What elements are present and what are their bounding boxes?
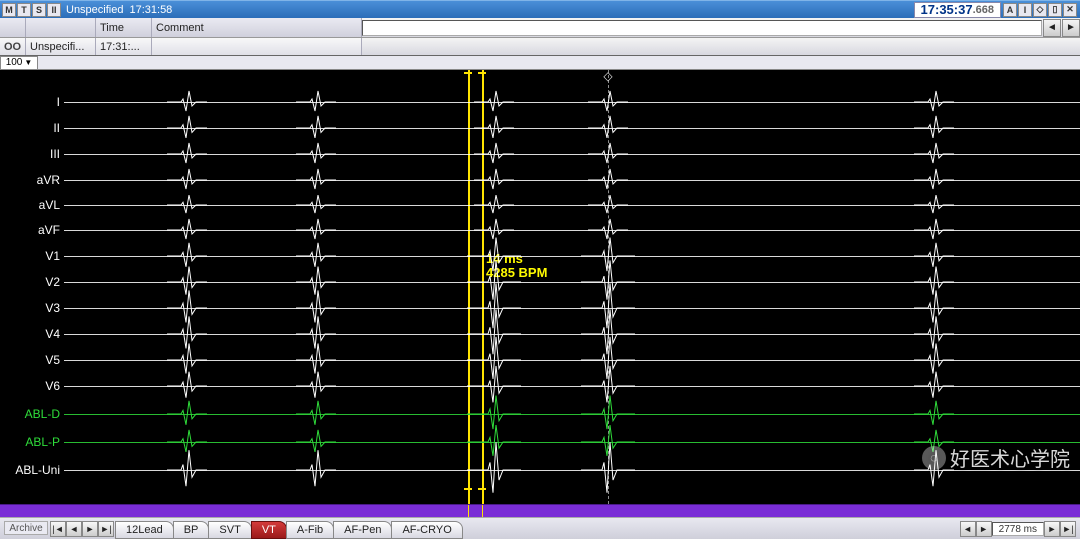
lead-label-V4[interactable]: V4 xyxy=(45,327,60,341)
lead-label-I[interactable]: I xyxy=(57,95,60,109)
sweep-next-button[interactable]: ► xyxy=(976,521,992,537)
baseline-V3 xyxy=(64,308,1080,309)
baseline-V4 xyxy=(64,334,1080,335)
timeline-scrollbar[interactable] xyxy=(0,504,1080,517)
tab-bar: Archive |◄ ◄ ► ►| 12LeadBPSVTVTA-FibAF-P… xyxy=(0,517,1080,539)
lead-label-V5[interactable]: V5 xyxy=(45,353,60,367)
grid-header: Time Comment ◄ ► xyxy=(0,18,1080,38)
tab-last-button[interactable]: ►| xyxy=(98,521,114,537)
tab-12lead[interactable]: 12Lead xyxy=(115,521,174,539)
chevron-down-icon: ▼ xyxy=(24,58,32,67)
sweep-value: 2778 ms xyxy=(992,522,1044,536)
lead-label-V2[interactable]: V2 xyxy=(45,275,60,289)
titlebar-control-button[interactable]: ◇ xyxy=(1033,3,1047,17)
time-marker-icon: ◇ xyxy=(603,69,612,83)
lead-label-V3[interactable]: V3 xyxy=(45,301,60,315)
lead-label-aVR[interactable]: aVR xyxy=(37,173,60,187)
caliper-line-2[interactable] xyxy=(482,70,484,504)
lead-label-III[interactable]: III xyxy=(50,147,60,161)
baseline-V5 xyxy=(64,360,1080,361)
lead-label-V1[interactable]: V1 xyxy=(45,249,60,263)
titlebar-button-t[interactable]: T xyxy=(17,3,31,17)
zoom-select[interactable]: 100▼ xyxy=(0,56,38,70)
measurement-rate: 4285 BPM xyxy=(486,266,547,280)
baseline-aVL xyxy=(64,205,1080,206)
baseline-III xyxy=(64,154,1080,155)
waveform-canvas[interactable]: ◇ 14 ms 4285 BPM xyxy=(64,70,1080,504)
record-icon[interactable]: OO xyxy=(0,38,26,55)
baseline-II xyxy=(64,128,1080,129)
lead-label-aVL[interactable]: aVL xyxy=(39,198,60,212)
baseline-aVF xyxy=(64,230,1080,231)
measurement-interval: 14 ms xyxy=(486,252,547,266)
lead-label-II[interactable]: II xyxy=(53,121,60,135)
window-time: 17:31:58 xyxy=(129,4,172,16)
sweep-pager: ◄ ► 2778 ms ► ►| xyxy=(960,521,1076,537)
tab-af-pen[interactable]: AF-Pen xyxy=(333,521,392,539)
window-title: Unspecified xyxy=(66,4,123,16)
lead-label-V6[interactable]: V6 xyxy=(45,379,60,393)
titlebar-control-button[interactable]: I xyxy=(1018,3,1032,17)
timeline-caliper-mark xyxy=(482,505,483,517)
baseline-ABL-D xyxy=(64,414,1080,415)
caliper-line-1[interactable] xyxy=(468,70,470,504)
clock-ms: .668 xyxy=(973,4,994,16)
scale-bar: 100▼ xyxy=(0,56,1080,70)
col-time: Time xyxy=(96,18,152,37)
titlebar-button-s[interactable]: S xyxy=(32,3,46,17)
clock: 17:35:37.668 xyxy=(914,2,1001,18)
reference-line[interactable] xyxy=(608,70,609,504)
caliper-tick xyxy=(464,72,472,74)
baseline-V1 xyxy=(64,256,1080,257)
lead-label-ABL-D[interactable]: ABL-D xyxy=(25,407,60,421)
baseline-aVR xyxy=(64,180,1080,181)
grid-row: OO Unspecifi... 17:31:... xyxy=(0,38,1080,56)
comment-input[interactable] xyxy=(362,20,1042,36)
lead-label-aVF[interactable]: aVF xyxy=(38,223,60,237)
tab-svt[interactable]: SVT xyxy=(208,521,251,539)
tab-a-fib[interactable]: A-Fib xyxy=(286,521,334,539)
tab-nav: |◄ ◄ ► ►| xyxy=(50,521,114,537)
tab-first-button[interactable]: |◄ xyxy=(50,521,66,537)
tab-vt[interactable]: VT xyxy=(251,521,287,539)
sweep-next2-button[interactable]: ► xyxy=(1044,521,1060,537)
tab-af-cryo[interactable]: AF-CRYO xyxy=(391,521,462,539)
scroll-left-button[interactable]: ◄ xyxy=(1043,19,1061,37)
titlebar-button-ii[interactable]: II xyxy=(47,3,61,17)
titlebar-control-button[interactable]: ▯ xyxy=(1048,3,1062,17)
baseline-ABL-Uni xyxy=(64,470,1080,471)
record-name[interactable]: Unspecifi... xyxy=(26,38,96,55)
caliper-tick xyxy=(478,72,486,74)
waveform-viewport[interactable]: IIIIIIaVRaVLaVFV1V2V3V4V5V6ABL-DABL-PABL… xyxy=(0,70,1080,504)
clock-main: 17:35:37 xyxy=(921,2,973,17)
scroll-right-button[interactable]: ► xyxy=(1062,19,1080,37)
timeline-caliper-mark xyxy=(468,505,469,517)
tab-bp[interactable]: BP xyxy=(173,521,210,539)
baseline-ABL-P xyxy=(64,442,1080,443)
title-bar: MTSII Unspecified 17:31:58 17:35:37.668 … xyxy=(0,0,1080,18)
titlebar-control-button[interactable]: ✕ xyxy=(1063,3,1077,17)
record-time[interactable]: 17:31:... xyxy=(96,38,152,55)
record-comment[interactable] xyxy=(152,38,362,55)
sweep-last-button[interactable]: ►| xyxy=(1060,521,1076,537)
archive-label[interactable]: Archive xyxy=(4,521,48,535)
baseline-V2 xyxy=(64,282,1080,283)
sweep-prev-button[interactable]: ◄ xyxy=(960,521,976,537)
tab-prev-button[interactable]: ◄ xyxy=(66,521,82,537)
baseline-I xyxy=(64,102,1080,103)
tab-next-button[interactable]: ► xyxy=(82,521,98,537)
lead-labels: IIIIIIaVRaVLaVFV1V2V3V4V5V6ABL-DABL-PABL… xyxy=(0,70,64,504)
titlebar-button-m[interactable]: M xyxy=(2,3,16,17)
caliper-tick xyxy=(478,488,486,490)
col-comment: Comment xyxy=(152,18,362,37)
titlebar-control-button[interactable]: A xyxy=(1003,3,1017,17)
lead-label-ABL-P[interactable]: ABL-P xyxy=(25,435,60,449)
baseline-V6 xyxy=(64,386,1080,387)
caliper-tick xyxy=(464,488,472,490)
lead-label-ABL-Uni[interactable]: ABL-Uni xyxy=(15,463,60,477)
